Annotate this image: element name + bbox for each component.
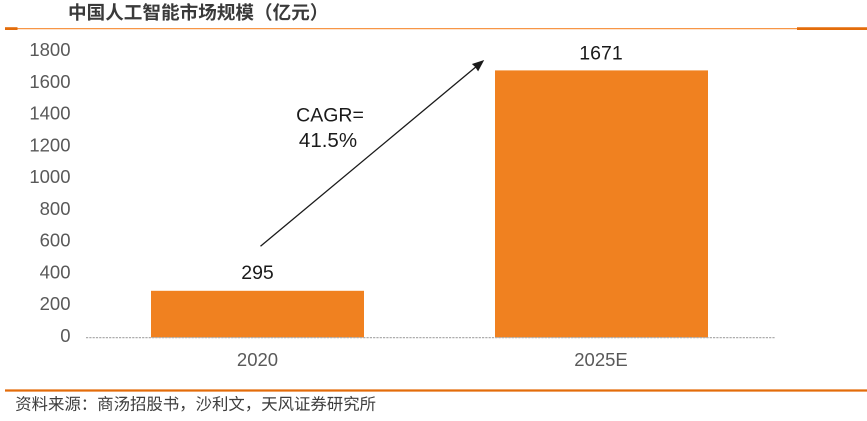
svg-text:2020: 2020	[237, 349, 278, 370]
svg-text:41.5%: 41.5%	[299, 129, 357, 152]
svg-text:1671: 1671	[579, 42, 622, 64]
svg-text:1600: 1600	[29, 71, 70, 92]
svg-text:1200: 1200	[29, 134, 70, 155]
svg-text:200: 200	[40, 293, 71, 314]
svg-text:1400: 1400	[29, 103, 70, 124]
svg-text:400: 400	[40, 261, 71, 282]
svg-text:1000: 1000	[29, 166, 70, 187]
svg-text:295: 295	[241, 262, 274, 284]
svg-text:800: 800	[40, 198, 71, 219]
svg-text:0: 0	[60, 325, 70, 346]
svg-text:CAGR=: CAGR=	[296, 105, 364, 127]
svg-text:600: 600	[40, 230, 71, 251]
svg-text:1800: 1800	[29, 39, 70, 60]
svg-text:2025E: 2025E	[574, 349, 628, 370]
